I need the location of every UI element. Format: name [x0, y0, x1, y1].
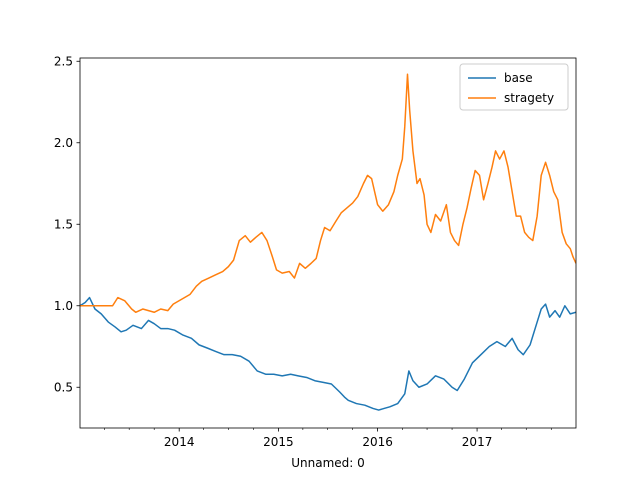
x-tick-label: 2017 [462, 435, 493, 449]
y-tick-label: 1.0 [54, 299, 73, 313]
legend: base stragety [459, 63, 569, 111]
x-tick-label: 2014 [164, 435, 195, 449]
y-tick-label: 1.5 [54, 217, 73, 231]
y-tick-label: 2.0 [54, 136, 73, 150]
series-line-base [80, 296, 576, 411]
plot-area [80, 73, 576, 411]
x-tick-label: 2016 [362, 435, 393, 449]
x-tick-label: 2015 [263, 435, 294, 449]
axes: 0.5 1.0 1.5 2.0 2.5 2014 2015 2016 2017 [54, 54, 577, 449]
legend-label-stragety: stragety [504, 91, 554, 105]
series-lines [80, 73, 576, 411]
y-tick-label: 2.5 [54, 54, 73, 68]
axes-frame [79, 57, 577, 429]
series-line-stragety [80, 73, 576, 314]
y-tick-label: 0.5 [54, 380, 73, 394]
legend-label-base: base [504, 71, 533, 85]
x-axis-label: Unnamed: 0 [291, 456, 365, 470]
